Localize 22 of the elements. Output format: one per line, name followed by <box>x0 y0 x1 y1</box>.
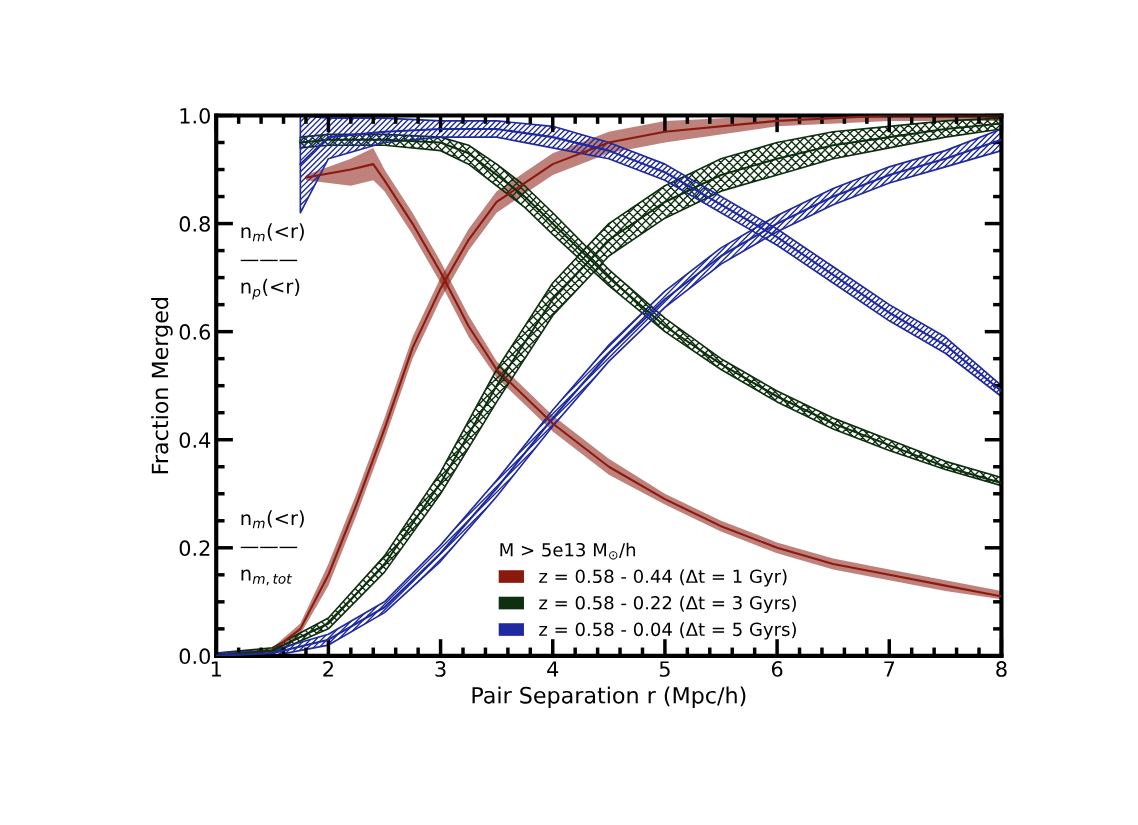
x-tick-label: 8 <box>996 661 1007 677</box>
legend-label: z = 0.58 - 0.44 (Δt = 1 Gyr) <box>539 569 787 587</box>
x-tick-label: 1 <box>211 661 221 677</box>
legend-label: z = 0.58 - 0.04 (Δt = 5 Gyrs) <box>539 622 796 640</box>
x-tick-label: 4 <box>547 661 559 677</box>
y-axis-title: Fraction Merged <box>151 298 173 474</box>
y-tick-label: 0.6 <box>179 324 211 340</box>
annotation: n$_{m}$(<r) ——— n$_{m,tot}$ <box>240 510 304 586</box>
y-tick-label: 0.0 <box>179 648 210 665</box>
y-tick-label: 0.8 <box>179 216 210 232</box>
x-axis-title: Pair Separation r (Mpc/h) <box>472 686 746 708</box>
y-tick-label: 0.2 <box>179 540 210 557</box>
x-tick-label: 2 <box>323 661 333 677</box>
y-tick-label: 1.0 <box>180 107 210 124</box>
x-tick-label: 5 <box>659 661 670 677</box>
legend-label: z = 0.58 - 0.22 (Δt = 3 Gyrs) <box>539 595 796 614</box>
x-tick-label: 3 <box>435 661 446 677</box>
annotation: n$_{m}$(<r) ——— n$_{p}$(<r) <box>240 223 304 300</box>
x-tick-label: 7 <box>884 661 895 677</box>
y-tick-label: 0.4 <box>179 432 211 448</box>
legend-title: M > 5e13 M$_{⊙}$/h <box>500 542 636 560</box>
x-tick-label: 6 <box>771 661 783 677</box>
